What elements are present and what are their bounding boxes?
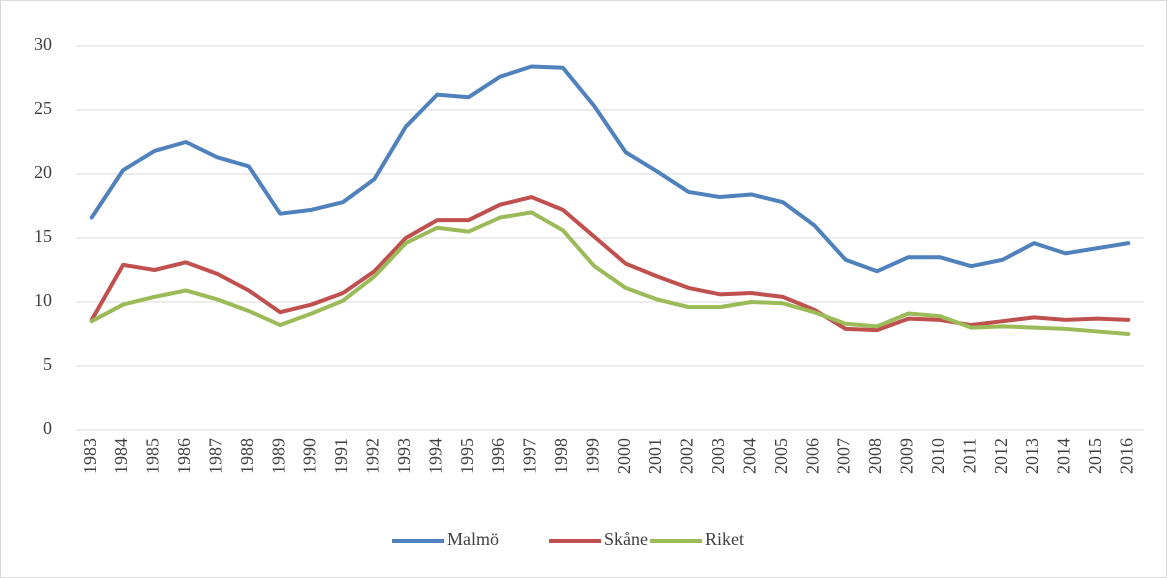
x-tick-label: 1989 <box>268 438 288 474</box>
x-tick-label: 2015 <box>1085 438 1105 474</box>
x-tick-label: 2009 <box>897 438 917 474</box>
legend-label: Malmö <box>447 529 499 549</box>
x-tick-label: 1994 <box>425 438 445 474</box>
data-line <box>89 210 1131 336</box>
x-tick-label: 1991 <box>331 438 351 474</box>
legend-label: Skåne <box>604 529 648 549</box>
x-tick-label: 2000 <box>614 438 634 474</box>
x-tick-label: 2014 <box>1054 438 1074 474</box>
x-tick-label: 1987 <box>205 438 225 474</box>
x-tick-label: 2012 <box>991 438 1011 474</box>
y-tick-label: 20 <box>34 162 52 182</box>
x-tick-label: 2010 <box>928 438 948 474</box>
x-tick-label: 1986 <box>174 438 194 474</box>
x-tick-label: 1995 <box>457 438 477 474</box>
legend-label: Riket <box>705 529 744 549</box>
x-tick-label: 2008 <box>865 438 885 474</box>
x-tick-label: 1993 <box>394 438 414 474</box>
y-tick-label: 15 <box>34 226 52 246</box>
x-tick-label: 1999 <box>582 438 602 474</box>
y-tick-label: 25 <box>34 98 52 118</box>
x-tick-label: 2007 <box>834 438 854 474</box>
y-tick-label: 0 <box>43 418 52 438</box>
x-tick-label: 2003 <box>708 438 728 474</box>
x-tick-label: 1990 <box>300 438 320 474</box>
x-tick-label: 2002 <box>677 438 697 474</box>
x-tick-label: 1996 <box>488 438 508 474</box>
x-tick-label: 2016 <box>1116 438 1136 474</box>
x-tick-label: 1997 <box>520 438 540 474</box>
y-tick-label: 10 <box>34 290 52 310</box>
x-tick-label: 1985 <box>143 438 163 474</box>
x-tick-label: 1984 <box>111 438 131 474</box>
x-tick-label: 2006 <box>802 438 822 474</box>
y-tick-label: 5 <box>43 354 52 374</box>
x-tick-label: 1988 <box>237 438 257 474</box>
x-tick-label: 1983 <box>80 438 100 474</box>
x-tick-label: 2013 <box>1022 438 1042 474</box>
x-tick-label: 2005 <box>771 438 791 474</box>
x-tick-label: 1998 <box>551 438 571 474</box>
y-tick-label: 30 <box>34 34 52 54</box>
x-tick-label: 2001 <box>645 438 665 474</box>
x-tick-label: 2011 <box>959 438 979 473</box>
data-line <box>89 64 1131 274</box>
x-tick-label: 1992 <box>363 438 383 474</box>
x-tick-label: 2004 <box>739 438 759 474</box>
